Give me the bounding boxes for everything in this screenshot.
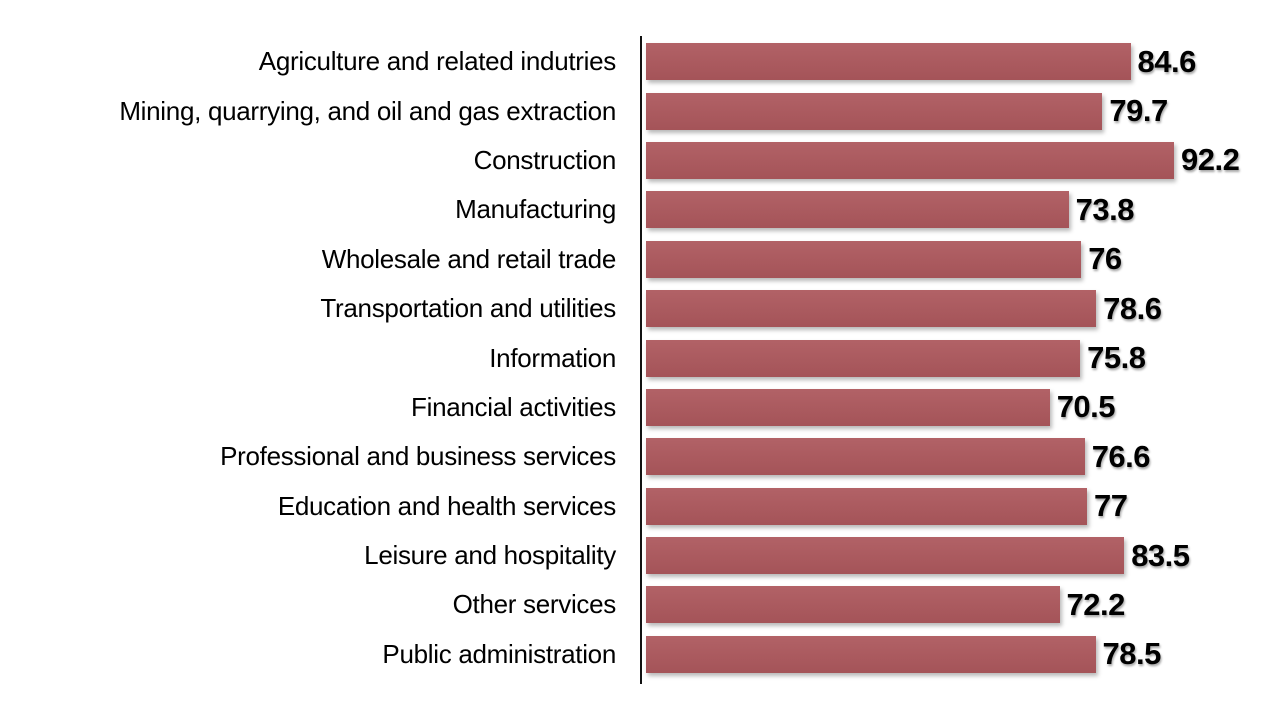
category-label: Mining, quarrying, and oil and gas extra… bbox=[119, 95, 616, 126]
value-label: 76 bbox=[1088, 241, 1122, 277]
value-label: 83.5 bbox=[1131, 537, 1190, 573]
bar-zone: 92.2 bbox=[641, 141, 1280, 179]
bar bbox=[646, 141, 1174, 179]
value-label: 84.6 bbox=[1137, 43, 1197, 79]
bar bbox=[646, 290, 1097, 328]
chart-row: Information 75.8 bbox=[0, 333, 1280, 382]
bar-zone: 76.6 bbox=[641, 438, 1280, 476]
category-label: Information bbox=[489, 342, 616, 373]
value-label: 70.5 bbox=[1056, 389, 1116, 425]
bar bbox=[646, 487, 1087, 525]
value-label: 79.7 bbox=[1109, 93, 1168, 129]
category-label: Public administration bbox=[382, 638, 616, 669]
value-label: 92.2 bbox=[1181, 142, 1240, 178]
bar-zone: 73.8 bbox=[641, 191, 1280, 229]
bar bbox=[646, 537, 1125, 575]
bar-zone: 84.6 bbox=[641, 43, 1280, 81]
bar-zone: 75.8 bbox=[641, 339, 1280, 377]
chart-row: Leisure and hospitality 83.5 bbox=[0, 531, 1280, 580]
chart-row: Agriculture and related indutries 84.6 bbox=[0, 37, 1280, 86]
chart-row: Mining, quarrying, and oil and gas extra… bbox=[0, 86, 1280, 135]
bar bbox=[646, 43, 1131, 81]
category-label: Wholesale and retail trade bbox=[321, 243, 617, 274]
y-axis-line bbox=[640, 36, 642, 684]
bar bbox=[646, 339, 1081, 377]
chart-row: Education and health services 77 bbox=[0, 482, 1280, 531]
bar-zone: 72.2 bbox=[641, 586, 1280, 624]
value-label: 77 bbox=[1094, 488, 1128, 524]
category-label: Leisure and hospitality bbox=[364, 540, 616, 571]
bar bbox=[646, 388, 1050, 426]
value-label: 78.5 bbox=[1102, 636, 1162, 672]
bar-zone: 83.5 bbox=[641, 537, 1280, 575]
bar-zone: 79.7 bbox=[641, 92, 1280, 130]
bar bbox=[646, 438, 1085, 476]
category-label: Manufacturing bbox=[455, 194, 616, 225]
chart-row: Construction 92.2 bbox=[0, 136, 1280, 185]
value-label: 76.6 bbox=[1091, 438, 1151, 474]
chart-row: Manufacturing 73.8 bbox=[0, 185, 1280, 234]
bar-zone: 78.5 bbox=[641, 635, 1280, 673]
value-label: 78.6 bbox=[1103, 290, 1162, 326]
bar-zone: 77 bbox=[641, 487, 1280, 525]
chart-rows: Agriculture and related indutries 84.6 M… bbox=[0, 37, 1280, 679]
bar bbox=[646, 635, 1096, 673]
category-label: Construction bbox=[473, 144, 617, 175]
value-label: 75.8 bbox=[1087, 340, 1146, 376]
category-label: Financial activities bbox=[411, 391, 616, 422]
chart-row: Professional and business services 76.6 bbox=[0, 432, 1280, 481]
category-label: Agriculture and related indutries bbox=[258, 46, 617, 77]
category-label: Education and health services bbox=[277, 490, 616, 521]
bar-zone: 70.5 bbox=[641, 388, 1280, 426]
bar bbox=[646, 586, 1060, 624]
chart-row: Financial activities 70.5 bbox=[0, 383, 1280, 432]
category-label: Transportation and utilities bbox=[320, 293, 616, 324]
category-label: Other services bbox=[452, 589, 617, 620]
value-label: 72.2 bbox=[1066, 586, 1126, 622]
bar-zone: 76 bbox=[641, 240, 1280, 278]
chart-row: Public administration 78.5 bbox=[0, 630, 1280, 679]
bar-zone: 78.6 bbox=[641, 290, 1280, 328]
chart-row: Other services 72.2 bbox=[0, 580, 1280, 629]
category-label: Professional and business services bbox=[220, 441, 616, 472]
bar bbox=[646, 92, 1103, 130]
chart-row: Transportation and utilities 78.6 bbox=[0, 284, 1280, 333]
chart-row: Wholesale and retail trade 76 bbox=[0, 235, 1280, 284]
bar bbox=[646, 191, 1069, 229]
bar bbox=[646, 240, 1082, 278]
value-label: 73.8 bbox=[1075, 191, 1135, 227]
